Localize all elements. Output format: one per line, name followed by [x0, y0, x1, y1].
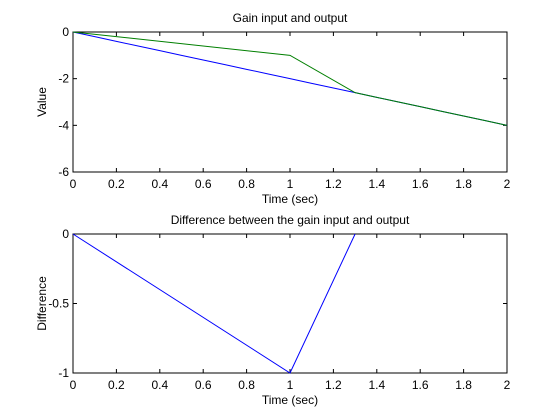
- subplot-2-xtick-label: 0.2: [108, 378, 125, 392]
- subplot-2-ylabel: Difference: [35, 276, 49, 331]
- subplot-2-xtick-label: 1: [287, 378, 294, 392]
- subplot-1-xtick-label: 0.4: [151, 177, 168, 191]
- subplot-1-ytick-label: -4: [58, 118, 69, 132]
- subplot-1-ytick-label: -2: [58, 72, 69, 86]
- subplot-2-xtick-label: 2: [504, 378, 511, 392]
- subplot-1-series-2-line: [72, 31, 508, 126]
- subplot-1-xtick-label: 1.6: [412, 177, 429, 191]
- subplot-1-xtick-label: 1.8: [455, 177, 472, 191]
- subplot-2: 0 0.2 0.4 0.6 0.8 1 1.2 1.4 1.6 1.8 2 -1 -0.5 0 Differ…: [35, 213, 511, 407]
- subplot-2-xtick-label: 0: [70, 378, 77, 392]
- subplot-1-xtick-label: 1: [287, 177, 294, 191]
- subplot-2-xlabel: Time (sec): [262, 393, 318, 407]
- subplot-2-ytick-label: 0: [62, 227, 69, 241]
- subplot-1-axes-box: [72, 31, 508, 173]
- subplot-1-xtick-label: 1.4: [368, 177, 385, 191]
- subplot-1-xtick-label: 1.2: [325, 177, 342, 191]
- subplot-2-xtick-label: 0.8: [238, 378, 255, 392]
- subplot-1-ytick-label: 0: [62, 25, 69, 39]
- subplot-2-xtick-label: 1.8: [455, 378, 472, 392]
- subplot-2-xtick-label: 1.6: [412, 378, 429, 392]
- subplot-1-xtick-label: 0.6: [195, 177, 212, 191]
- subplot-2-xtick-label: 1.4: [368, 378, 385, 392]
- subplot-2-xtick-label: 0.6: [195, 378, 212, 392]
- subplot-2-series-1-line: [72, 233, 356, 374]
- subplot-2-axes-box: [72, 233, 508, 374]
- subplot-1-xtick-label: 0.8: [238, 177, 255, 191]
- subplot-2-ytick-label: -0.5: [48, 297, 69, 311]
- subplot-1-ylabel: Value: [35, 87, 49, 117]
- subplot-1-ytick-label: -6: [58, 165, 69, 179]
- subplot-2-title: Difference between the gain input and ou…: [171, 213, 410, 227]
- subplot-1-title: Gain input and output: [233, 11, 348, 25]
- subplot-1-xtick-label: 0: [70, 177, 77, 191]
- subplot-2-ytick-label: -1: [58, 366, 69, 380]
- subplot-1-xtick-label: 2: [504, 177, 511, 191]
- subplot-1-xtick-label: 0.2: [108, 177, 125, 191]
- subplot-1-xlabel: Time (sec): [262, 192, 318, 206]
- subplot-2-xtick-label: 1.2: [325, 378, 342, 392]
- subplot-2-xtick-label: 0.4: [151, 378, 168, 392]
- subplot-1: 0 0.2 0.4 0.6 0.8 1 1.2 1.4 1.6 1.8 2 -6 -4 -2 0 Gain i…: [35, 11, 511, 206]
